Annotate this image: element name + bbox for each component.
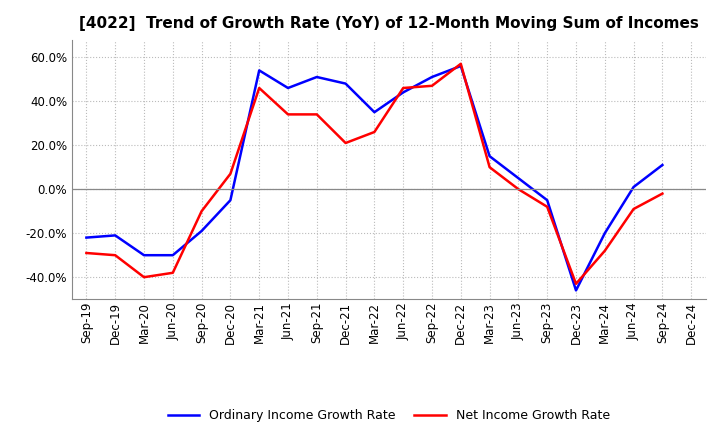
Line: Net Income Growth Rate: Net Income Growth Rate	[86, 64, 662, 284]
Ordinary Income Growth Rate	[370, 110, 379, 115]
Net Income Growth Rate	[399, 85, 408, 91]
Net Income Growth Rate	[226, 171, 235, 176]
Net Income Growth Rate	[514, 187, 523, 192]
Ordinary Income Growth Rate	[312, 74, 321, 80]
Ordinary Income Growth Rate	[572, 288, 580, 293]
Ordinary Income Growth Rate	[255, 68, 264, 73]
Ordinary Income Growth Rate	[197, 228, 206, 234]
Ordinary Income Growth Rate	[140, 253, 148, 258]
Ordinary Income Growth Rate	[658, 162, 667, 168]
Net Income Growth Rate	[370, 129, 379, 135]
Ordinary Income Growth Rate	[111, 233, 120, 238]
Ordinary Income Growth Rate	[485, 154, 494, 159]
Net Income Growth Rate	[341, 140, 350, 146]
Net Income Growth Rate	[629, 206, 638, 212]
Legend: Ordinary Income Growth Rate, Net Income Growth Rate: Ordinary Income Growth Rate, Net Income …	[163, 404, 615, 427]
Net Income Growth Rate	[600, 248, 609, 253]
Net Income Growth Rate	[543, 204, 552, 209]
Ordinary Income Growth Rate	[456, 63, 465, 69]
Net Income Growth Rate	[428, 83, 436, 88]
Net Income Growth Rate	[572, 281, 580, 286]
Title: [4022]  Trend of Growth Rate (YoY) of 12-Month Moving Sum of Incomes: [4022] Trend of Growth Rate (YoY) of 12-…	[79, 16, 698, 32]
Net Income Growth Rate	[658, 191, 667, 196]
Net Income Growth Rate	[456, 61, 465, 66]
Ordinary Income Growth Rate	[600, 231, 609, 236]
Net Income Growth Rate	[197, 209, 206, 214]
Ordinary Income Growth Rate	[284, 85, 292, 91]
Ordinary Income Growth Rate	[168, 253, 177, 258]
Ordinary Income Growth Rate	[543, 198, 552, 203]
Net Income Growth Rate	[168, 270, 177, 275]
Ordinary Income Growth Rate	[514, 176, 523, 181]
Ordinary Income Growth Rate	[226, 198, 235, 203]
Net Income Growth Rate	[485, 165, 494, 170]
Net Income Growth Rate	[82, 250, 91, 256]
Ordinary Income Growth Rate	[399, 90, 408, 95]
Net Income Growth Rate	[312, 112, 321, 117]
Ordinary Income Growth Rate	[629, 184, 638, 190]
Net Income Growth Rate	[140, 275, 148, 280]
Net Income Growth Rate	[111, 253, 120, 258]
Net Income Growth Rate	[255, 85, 264, 91]
Net Income Growth Rate	[284, 112, 292, 117]
Ordinary Income Growth Rate	[341, 81, 350, 86]
Ordinary Income Growth Rate	[82, 235, 91, 240]
Ordinary Income Growth Rate	[428, 74, 436, 80]
Line: Ordinary Income Growth Rate: Ordinary Income Growth Rate	[86, 66, 662, 290]
